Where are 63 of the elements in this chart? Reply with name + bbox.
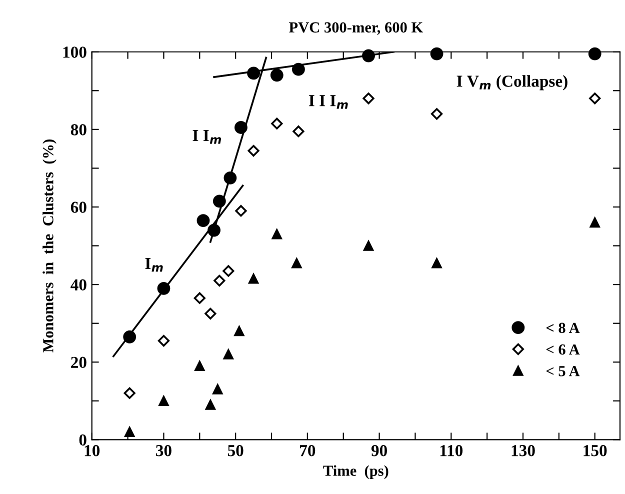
point: [222, 265, 234, 277]
legend-label: < 6 A: [546, 344, 580, 355]
annotation: I V$_{m}$ (Collapse): [456, 75, 568, 90]
y-tick-label: 100: [63, 46, 86, 58]
x-tick-label: 30: [156, 445, 172, 456]
point: [205, 400, 216, 410]
x-tick-label: 110: [440, 445, 463, 456]
point: [292, 126, 304, 138]
annotation: I$_{m}$: [145, 258, 163, 272]
y-tick-label: 60: [70, 202, 86, 213]
x-axis-title: Time (ps): [323, 465, 388, 480]
y-tick-label: 40: [70, 279, 86, 290]
point: [430, 47, 444, 60]
x-tick-label: 130: [512, 445, 535, 456]
point: [248, 144, 260, 157]
y-axis-title: Monomers in the Clusters (%): [42, 140, 56, 352]
point: [270, 68, 284, 82]
point: [589, 92, 601, 104]
point: [248, 274, 259, 284]
legend-label: < 8 A: [546, 322, 580, 334]
point: [224, 171, 237, 184]
x-tick-label: 10: [84, 445, 100, 456]
point: [363, 240, 374, 251]
point: [212, 384, 223, 394]
point: [590, 217, 600, 228]
point: [234, 326, 244, 336]
point: [235, 205, 247, 217]
point: [271, 118, 283, 130]
point: [272, 229, 282, 240]
annotation: I I I$_{m}$: [308, 95, 348, 109]
point: [157, 282, 170, 295]
point: [123, 330, 136, 344]
point: [362, 49, 375, 62]
point: [214, 274, 226, 286]
y-tick-label: 80: [70, 124, 86, 136]
legend-label: < 5 A: [546, 366, 580, 376]
point: [204, 308, 216, 320]
y-tick-label: 0: [79, 434, 86, 446]
point: [432, 258, 442, 268]
point: [223, 349, 234, 360]
annotation: I I$_{m}$: [192, 130, 221, 144]
chart-title: PVC 300-mer, 600 K: [289, 22, 424, 35]
x-tick-label: 50: [228, 445, 244, 456]
point: [234, 121, 248, 134]
point: [430, 108, 443, 120]
point: [292, 62, 305, 76]
point: [208, 224, 220, 237]
x-tick-label: 70: [300, 445, 316, 456]
point: [196, 214, 210, 228]
point: [194, 292, 206, 304]
point: [124, 426, 135, 437]
point: [362, 92, 374, 104]
point: [158, 396, 169, 406]
point: [292, 258, 302, 268]
point: [158, 334, 170, 347]
x-tick-label: 150: [584, 445, 607, 456]
point: [212, 194, 226, 208]
x-tick-label: 90: [371, 445, 387, 456]
point: [194, 360, 205, 372]
point: [124, 387, 136, 399]
y-tick-label: 20: [71, 356, 86, 368]
point: [588, 47, 602, 60]
point: [247, 66, 260, 80]
